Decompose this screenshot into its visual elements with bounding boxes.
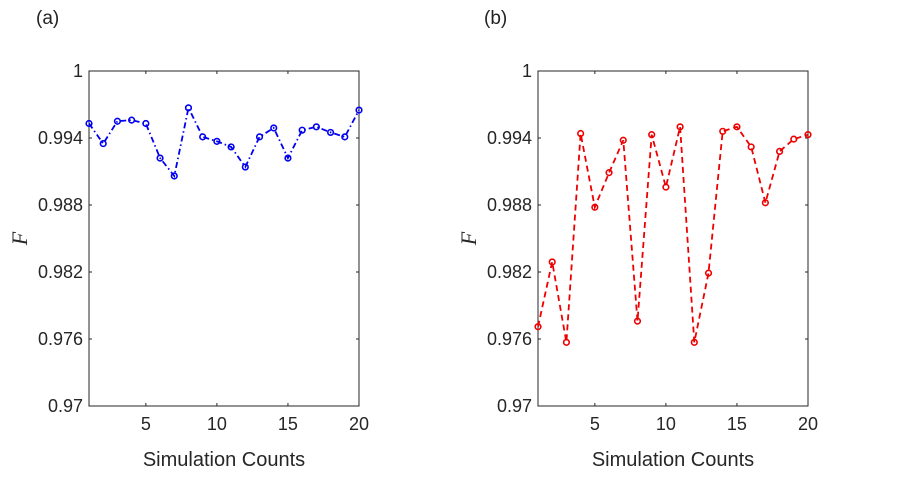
data-point-a <box>199 133 207 141</box>
y-tick-label-b: 0.976 <box>487 329 532 349</box>
data-point-b <box>591 203 599 211</box>
data-point-b <box>704 269 713 277</box>
data-point-b <box>719 127 727 135</box>
data-point-a <box>85 119 93 128</box>
y-tick-label-b: 0.994 <box>487 128 532 148</box>
panel-label-a: (a) <box>36 8 60 29</box>
y-tick-label-a: 0.988 <box>38 195 83 215</box>
data-point-a <box>142 119 150 128</box>
data-point-b <box>633 317 642 325</box>
data-point-b <box>747 143 755 151</box>
data-point-b <box>548 258 556 266</box>
data-point-a <box>326 128 335 137</box>
y-tick-label-b: 1 <box>522 61 532 81</box>
data-point-a <box>184 104 193 112</box>
chart-panel-a: 5 10 15 20 0.97 0.976 0.982 0.988 0.994 1 Simulati… <box>7 61 369 471</box>
y-tick-label-a: 0.982 <box>38 262 83 282</box>
y-tick-label-b: 0.988 <box>487 195 532 215</box>
x-tick-label-b: 20 <box>798 414 818 434</box>
data-point-b <box>648 131 656 139</box>
x-tick-label-a: 15 <box>278 414 298 434</box>
data-point-a <box>255 133 264 141</box>
data-point-b <box>733 123 741 131</box>
x-tick-label-a: 20 <box>349 414 369 434</box>
plot-frame-b <box>537 70 809 407</box>
x-tick-label-a: 10 <box>207 414 227 434</box>
data-point-a <box>298 126 306 134</box>
y-tick-label-a: 0.994 <box>38 128 83 148</box>
data-point-b <box>804 131 812 139</box>
x-tick-label-b: 5 <box>590 414 600 434</box>
y-axis-title-a: F <box>7 231 32 246</box>
data-point-b <box>790 135 798 143</box>
data-point-a <box>341 133 349 141</box>
series-line-b <box>537 125 809 343</box>
x-tick-label-a: 5 <box>141 414 151 434</box>
y-tick-label-a: 0.976 <box>38 329 83 349</box>
data-point-a <box>128 116 136 124</box>
x-axis-title-b: Simulation Counts <box>592 449 754 471</box>
chart-panel-b: 5 10 15 20 0.97 0.976 0.982 0.988 0.994 1 Simulati… <box>456 61 818 471</box>
data-point-a <box>312 123 320 131</box>
data-point-b <box>676 123 684 131</box>
data-point-a <box>355 106 363 114</box>
y-tick-label-a: 1 <box>73 61 83 81</box>
data-point-b <box>577 129 585 138</box>
y-axis-title-b: F <box>456 231 481 246</box>
data-point-b <box>690 338 698 346</box>
data-point-a <box>170 172 178 180</box>
data-point-a <box>213 137 221 145</box>
data-point-a <box>284 154 292 162</box>
data-point-b <box>605 169 613 177</box>
y-tick-label-b: 0.97 <box>497 396 532 416</box>
data-point-a <box>156 154 164 162</box>
data-point-b <box>775 147 784 155</box>
data-point-a <box>227 143 235 151</box>
x-axis-title-a: Simulation Counts <box>143 449 305 471</box>
x-tick-label-b: 10 <box>656 414 676 434</box>
data-point-a <box>99 139 107 148</box>
data-point-b <box>761 199 769 207</box>
data-point-b <box>534 323 542 331</box>
data-point-b <box>562 338 571 346</box>
panel-label-b: (b) <box>484 8 508 29</box>
data-point-a <box>270 124 278 132</box>
data-point-b <box>662 183 670 191</box>
y-tick-label-b: 0.982 <box>487 262 532 282</box>
data-point-a <box>241 163 249 171</box>
data-point-b <box>619 136 627 144</box>
plot-frame-a <box>88 70 360 407</box>
y-tick-label-a: 0.97 <box>48 396 83 416</box>
data-point-a <box>113 117 122 125</box>
x-tick-label-b: 15 <box>727 414 747 434</box>
